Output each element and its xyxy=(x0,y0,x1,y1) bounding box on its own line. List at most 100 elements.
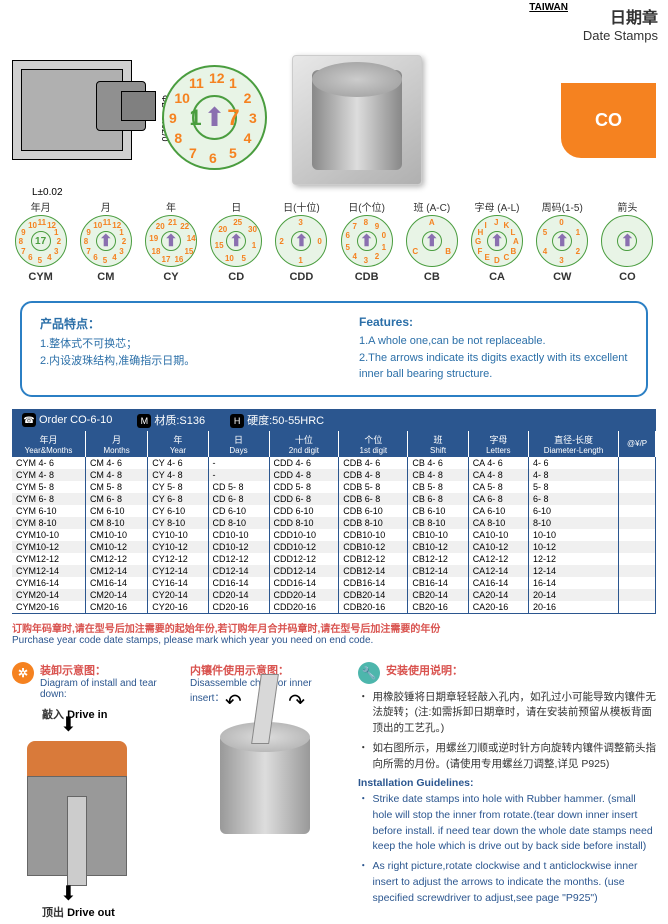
table-header: 直径-长度Diameter-Length xyxy=(528,431,618,457)
type-digit: 0 xyxy=(382,231,386,240)
table-cell: CY10-10 xyxy=(148,529,208,541)
type-digit: 11 xyxy=(38,218,46,227)
type-digit: 17 xyxy=(162,255,171,264)
table-cell: CB20-16 xyxy=(408,601,468,614)
order-code: ☎Order CO-6-10 xyxy=(22,413,112,427)
table-cell: CB10-10 xyxy=(408,529,468,541)
table-cell xyxy=(619,601,656,614)
table-cell: CY10-12 xyxy=(148,541,208,553)
arrow-up-icon: ⬆ xyxy=(556,231,569,251)
type-digit: 20 xyxy=(218,225,227,234)
table-row: CYM 6-10CM 6-10CY 6-10CD 6-10CDD 6-10CDB… xyxy=(12,505,656,517)
table-cell: CDD 4- 6 xyxy=(269,457,339,469)
table-body: CYM 4- 6CM 4- 6CY 4- 6-CDD 4- 6CDB 4- 6C… xyxy=(12,457,656,614)
table-header: 字母Letters xyxy=(468,431,528,457)
type-digit: 9 xyxy=(21,228,25,237)
table-cell: CA 6- 8 xyxy=(468,493,528,505)
table-cell: CDB10-12 xyxy=(339,541,408,553)
type-digit: 9 xyxy=(86,228,90,237)
type-digit: 3 xyxy=(298,218,302,227)
table-cell: CD12-12 xyxy=(208,553,269,565)
type-digit: 10 xyxy=(93,221,102,230)
feature-line: 2.内设波珠结构,准确指示日期。 xyxy=(40,353,309,370)
type-digit: 1 xyxy=(54,228,58,237)
table-cell: CYM12-12 xyxy=(12,553,85,565)
table-cell: CA 8-10 xyxy=(468,517,528,529)
table-cell: CYM 8-10 xyxy=(12,517,85,529)
table-cell: CDB 5- 8 xyxy=(339,481,408,493)
table-cell: CB 6-10 xyxy=(408,505,468,517)
type-digit: C xyxy=(504,253,510,262)
disassemble-diagram: ↶↷ xyxy=(190,734,340,914)
table-cell: 8-10 xyxy=(528,517,618,529)
table-cell xyxy=(619,541,656,553)
table-cell: 10-10 xyxy=(528,529,618,541)
table-cell: CB12-12 xyxy=(408,553,468,565)
arrow-down-icon: ⬇ xyxy=(60,881,77,906)
type-digit: K xyxy=(504,221,510,230)
table-cell: 6-10 xyxy=(528,505,618,517)
table-cell xyxy=(619,469,656,481)
table-cell: CY12-14 xyxy=(148,565,208,577)
large-stamp-diagram: 1 ⬆ 7 121234567891011 xyxy=(162,65,272,175)
table-cell: CDD 6- 8 xyxy=(269,493,339,505)
type-digit: 25 xyxy=(233,218,242,227)
type-head: 日(十位) xyxy=(283,199,320,213)
type-digit: F xyxy=(478,247,483,256)
table-row: CYM10-12CM10-12CY10-12CD10-12CDD10-12CDB… xyxy=(12,541,656,553)
table-cell: CM 4- 8 xyxy=(85,469,147,481)
arrow-up-icon: ⬆ xyxy=(425,231,438,251)
type-digit: 15 xyxy=(215,241,224,250)
type-digit: 14 xyxy=(187,234,196,243)
table-cell: 16-14 xyxy=(528,577,618,589)
table-row: CYM20-14CM20-14CY20-14CD20-14CDD20-14CDB… xyxy=(12,589,656,601)
type-digit: 21 xyxy=(168,218,177,227)
table-cell: CYM16-14 xyxy=(12,577,85,589)
type-digit: 7 xyxy=(21,247,25,256)
type-digit: 10 xyxy=(225,254,234,263)
type-digit: 22 xyxy=(180,222,189,231)
type-digit: A xyxy=(513,237,519,246)
table-cell: CA 4- 8 xyxy=(468,469,528,481)
type-code: CM xyxy=(97,271,114,283)
table-cell: CA 6-10 xyxy=(468,505,528,517)
h-icon: H xyxy=(230,414,244,428)
phone-icon: ☎ xyxy=(22,413,36,427)
type-digit: 5 xyxy=(241,254,245,263)
table-cell: CB 4- 6 xyxy=(408,457,468,469)
type-item-co: 箭头⬆CO xyxy=(599,199,656,283)
table-cell: CM20-16 xyxy=(85,601,147,614)
table-cell: 5- 8 xyxy=(528,481,618,493)
guidelines-col: 🔧 安装使用说明： ・用橡胶锤将日期章轻轻敲入孔内，如孔过小可能导致内镶件无法旋… xyxy=(358,662,656,914)
table-cell: CDD12-14 xyxy=(269,565,339,577)
outer-digit: 8 xyxy=(174,130,182,146)
outer-digit: 5 xyxy=(229,145,237,161)
table-row: CYM 8-10CM 8-10CY 8-10CD 8-10CDD 8-10CDB… xyxy=(12,517,656,529)
arrow-up-icon: ⬆ xyxy=(230,231,243,251)
header-title: 日期章 Date Stamps xyxy=(583,4,658,43)
spec-table: 年月Year&Months月Months年Year日Days十位2nd digi… xyxy=(12,431,656,614)
type-digit: 6 xyxy=(93,253,97,262)
table-cell: CA 4- 6 xyxy=(468,457,528,469)
table-cell: CM 4- 6 xyxy=(85,457,147,469)
arrow-up-icon: 17 xyxy=(35,236,46,247)
outer-digit: 9 xyxy=(169,110,177,126)
table-header: @¥/P xyxy=(619,431,656,457)
outer-digit: 7 xyxy=(189,145,197,161)
type-code: CY xyxy=(163,271,178,283)
type-digit: 1 xyxy=(576,228,580,237)
type-digit: 5 xyxy=(543,228,547,237)
type-digit: 2 xyxy=(122,237,126,246)
type-circle: ⬆212214151617181920 xyxy=(145,215,197,267)
type-head: 日 xyxy=(231,199,241,213)
type-digit: 1 xyxy=(382,243,386,252)
type-code: CDD xyxy=(289,271,313,283)
table-cell xyxy=(619,565,656,577)
rotate-cw-icon: ↷ xyxy=(288,689,305,714)
table-cell: CM 8-10 xyxy=(85,517,147,529)
type-digit: 7 xyxy=(86,247,90,256)
type-digit: 8 xyxy=(19,237,23,246)
table-cell: CB16-14 xyxy=(408,577,468,589)
type-digit: 10 xyxy=(28,221,37,230)
table-cell: CM 5- 8 xyxy=(85,481,147,493)
